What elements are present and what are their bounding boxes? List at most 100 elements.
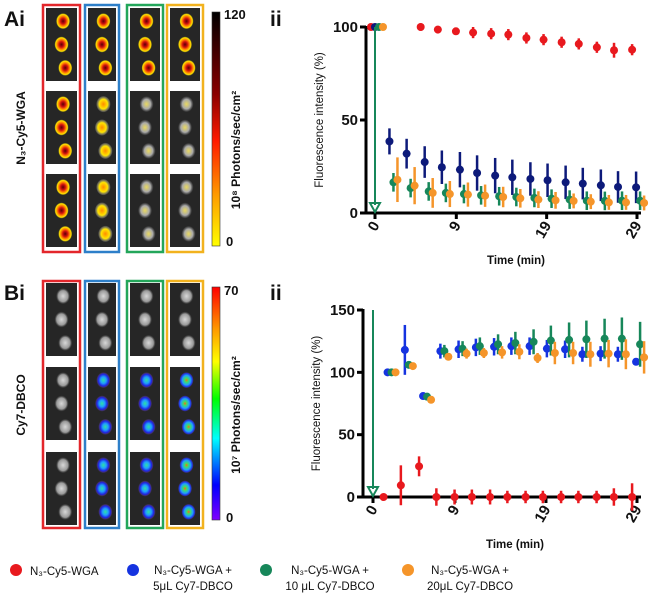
- data-point: [533, 353, 542, 362]
- data-point: [498, 348, 507, 357]
- tissue-blob: [56, 288, 71, 305]
- data-point: [516, 194, 525, 203]
- sample-column-1: [83, 3, 121, 254]
- colorbar-b-min: 0: [226, 510, 233, 525]
- data-point: [586, 197, 595, 206]
- tissue-blob: [181, 334, 196, 351]
- data-point: [529, 337, 538, 346]
- tissue-blob: [98, 334, 113, 351]
- tissue-blob: [54, 202, 69, 219]
- legend-marker-2: [260, 564, 272, 576]
- tissue-blob: [179, 179, 194, 196]
- data-point: [551, 196, 560, 205]
- tissue-blob: [54, 311, 69, 328]
- tissue-blob: [141, 418, 156, 435]
- legend-label-2b: 10 μL Cy7-DBCO: [285, 581, 374, 593]
- colorbar-b: [211, 286, 221, 521]
- colorbar-a-min: 0: [226, 234, 233, 249]
- data-point: [628, 493, 637, 501]
- sample-column-0: [41, 279, 82, 530]
- data-point: [504, 30, 513, 39]
- series-2: [387, 317, 645, 401]
- data-point: [450, 493, 459, 501]
- data-point: [550, 349, 559, 358]
- x-tick-label: 0: [365, 219, 384, 235]
- sample-column-0: [41, 3, 82, 254]
- tissue-blob: [179, 288, 194, 305]
- data-point: [569, 349, 578, 358]
- data-point: [481, 191, 490, 200]
- arrow-head-icon: [368, 202, 382, 215]
- tissue-blob: [56, 13, 71, 30]
- tissue-blob: [96, 179, 111, 196]
- image-grid-b: [41, 279, 205, 530]
- tissue-blob: [141, 142, 156, 159]
- data-point: [391, 368, 400, 377]
- tissue-blob: [138, 202, 152, 219]
- tissue-blob: [54, 119, 69, 136]
- tissue-blob: [138, 119, 152, 136]
- tissue-blob: [98, 142, 113, 159]
- panel-label-b: Bi: [4, 282, 25, 305]
- data-point: [604, 198, 613, 207]
- tissue-blob: [138, 480, 152, 497]
- tissue-blob: [139, 372, 154, 389]
- tissue-blob: [58, 503, 73, 520]
- data-point: [486, 493, 495, 501]
- tissue-blob: [139, 96, 154, 113]
- data-point: [479, 349, 488, 358]
- data-point: [432, 493, 441, 501]
- tissue-blob: [54, 36, 69, 53]
- data-point: [415, 462, 424, 471]
- tissue-blob: [138, 311, 152, 328]
- data-point: [379, 493, 388, 501]
- data-point: [578, 179, 587, 188]
- tissue-blob: [181, 59, 196, 76]
- data-point: [469, 28, 478, 37]
- x-tick-label: 29: [622, 503, 645, 526]
- data-point: [557, 493, 566, 501]
- tissue-blob: [56, 372, 71, 389]
- data-point: [609, 493, 618, 501]
- data-point: [640, 353, 649, 362]
- data-point: [617, 334, 626, 343]
- tissue-blob: [56, 457, 71, 474]
- data-point: [475, 342, 484, 351]
- data-point: [621, 350, 630, 359]
- tissue-blob: [141, 334, 156, 351]
- series-1: [371, 23, 641, 204]
- data-point: [491, 171, 500, 180]
- data-point: [521, 493, 530, 501]
- tissue-blob: [179, 96, 194, 113]
- tissue-blob: [56, 96, 71, 113]
- y-axis-label: Fluorescence intensity (%): [314, 52, 326, 188]
- y-tick-label: 0: [350, 205, 358, 222]
- x-tick-label: 19: [531, 503, 554, 526]
- data-point: [508, 173, 517, 182]
- data-point: [640, 198, 649, 207]
- tissue-blob: [95, 311, 109, 328]
- data-point: [463, 190, 472, 199]
- data-point: [408, 362, 417, 371]
- tissue-blob: [98, 418, 113, 435]
- tissue-blob: [178, 202, 192, 219]
- chart-a: 0 50 100 0 9 19 29 Time (min) Fluorescence inten…: [314, 19, 649, 267]
- tissue-blob: [139, 288, 154, 305]
- legend-item-2: N₃-Cy5-WGA + 10 μL Cy7-DBCO: [260, 564, 375, 593]
- tissue-blob: [54, 395, 69, 412]
- data-point: [511, 339, 520, 348]
- x-tick-label: 9: [446, 219, 465, 235]
- data-point: [526, 174, 535, 183]
- data-point: [632, 183, 641, 192]
- colorbar-a-unit: 10⁸ Photons/sec/cm²: [229, 91, 243, 209]
- series-0: [367, 23, 637, 58]
- tissue-blob: [96, 372, 111, 389]
- data-point: [437, 163, 446, 172]
- legend: N₃-Cy5-WGA N₃-Cy5-WGA + 5μL Cy7-DBCO N₃-…: [10, 564, 513, 593]
- data-point: [379, 23, 387, 31]
- y-tick-label: 0: [347, 489, 355, 506]
- data-point: [613, 350, 622, 359]
- tissue-blob: [141, 503, 156, 520]
- tissue-blob: [181, 418, 196, 435]
- panel-label-a-ii: ii: [270, 8, 282, 31]
